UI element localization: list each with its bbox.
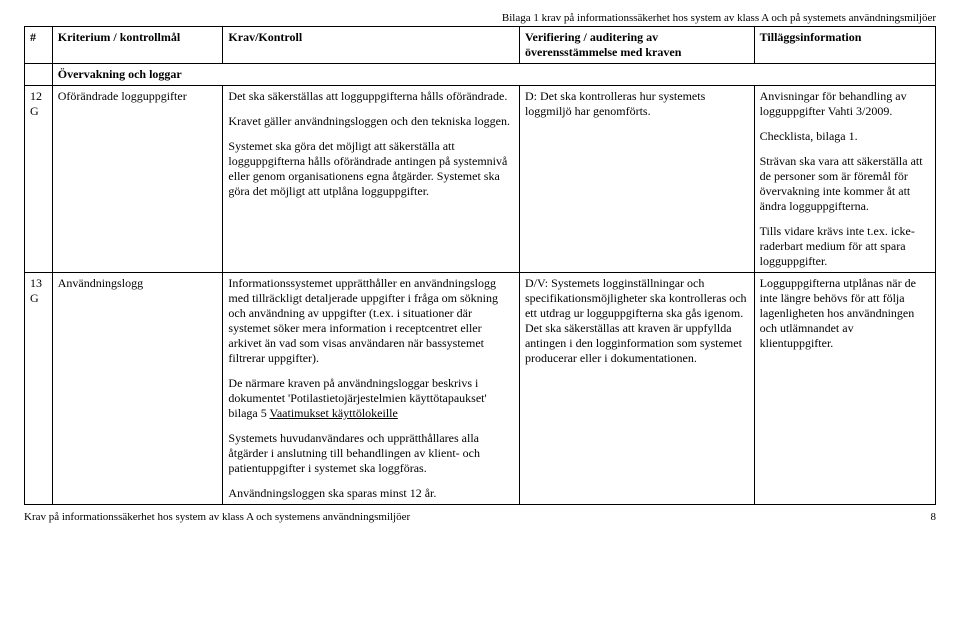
section-row: Övervakning och loggar xyxy=(25,64,936,86)
row13-krav-p4: Användningsloggen ska sparas minst 12 år… xyxy=(228,486,514,501)
table-header-row: # Kriterium / kontrollmål Krav/Kontroll … xyxy=(25,27,936,64)
footer-page-number: 8 xyxy=(931,511,937,523)
row13-krav-p2: De närmare kraven på användningsloggar b… xyxy=(228,376,514,421)
row12-krav-p3: Systemet ska göra det möjligt att säkers… xyxy=(228,139,514,199)
row12-num: 12 G xyxy=(25,86,53,273)
row13-krav-p2b: Vaatimukset käyttölokeille xyxy=(270,406,398,420)
row13-info: Logguppgifterna utplånas när de inte län… xyxy=(754,273,935,505)
row12-verif: D: Det ska kontrolleras hur systemets lo… xyxy=(519,86,754,273)
table-row-13: 13 G Användningslogg Informationssysteme… xyxy=(25,273,936,505)
row12-info-p4: Tills vidare krävs inte t.ex. icke-rader… xyxy=(760,224,930,269)
row12-info-p2: Checklista, bilaga 1. xyxy=(760,129,930,144)
row12-krav: Det ska säkerställas att logguppgifterna… xyxy=(223,86,520,273)
col-header-info: Tilläggsinformation xyxy=(754,27,935,64)
row13-krav: Informationssystemet upprätthåller en an… xyxy=(223,273,520,505)
row12-crit: Oförändrade logguppgifter xyxy=(52,86,223,273)
col-header-verif: Verifiering / auditering av överensstämm… xyxy=(519,27,754,64)
page-footer: Krav på informationssäkerhet hos system … xyxy=(24,511,936,523)
section-title: Övervakning och loggar xyxy=(52,64,935,86)
row13-krav-p1: Informationssystemet upprätthåller en an… xyxy=(228,276,514,366)
row13-num: 13 G xyxy=(25,273,53,505)
col-header-num: # xyxy=(25,27,53,64)
row12-info-p3: Strävan ska vara att säkerställa att de … xyxy=(760,154,930,214)
table-row-12: 12 G Oförändrade logguppgifter Det ska s… xyxy=(25,86,936,273)
row12-info: Anvisningar för behandling av logguppgif… xyxy=(754,86,935,273)
row12-krav-p2: Kravet gäller användningsloggen och den … xyxy=(228,114,514,129)
row13-krav-p3: Systemets huvudanvändares och upprätthål… xyxy=(228,431,514,476)
header-note: Bilaga 1 krav på informationssäkerhet ho… xyxy=(24,12,936,24)
col-header-crit: Kriterium / kontrollmål xyxy=(52,27,223,64)
row13-crit: Användningslogg xyxy=(52,273,223,505)
footer-left: Krav på informationssäkerhet hos system … xyxy=(24,511,410,523)
row13-verif: D/V: Systemets logginställningar och spe… xyxy=(519,273,754,505)
section-num xyxy=(25,64,53,86)
requirements-table: # Kriterium / kontrollmål Krav/Kontroll … xyxy=(24,26,936,505)
row12-info-p1: Anvisningar för behandling av logguppgif… xyxy=(760,89,930,119)
col-header-krav: Krav/Kontroll xyxy=(223,27,520,64)
row12-krav-p1: Det ska säkerställas att logguppgifterna… xyxy=(228,89,514,104)
